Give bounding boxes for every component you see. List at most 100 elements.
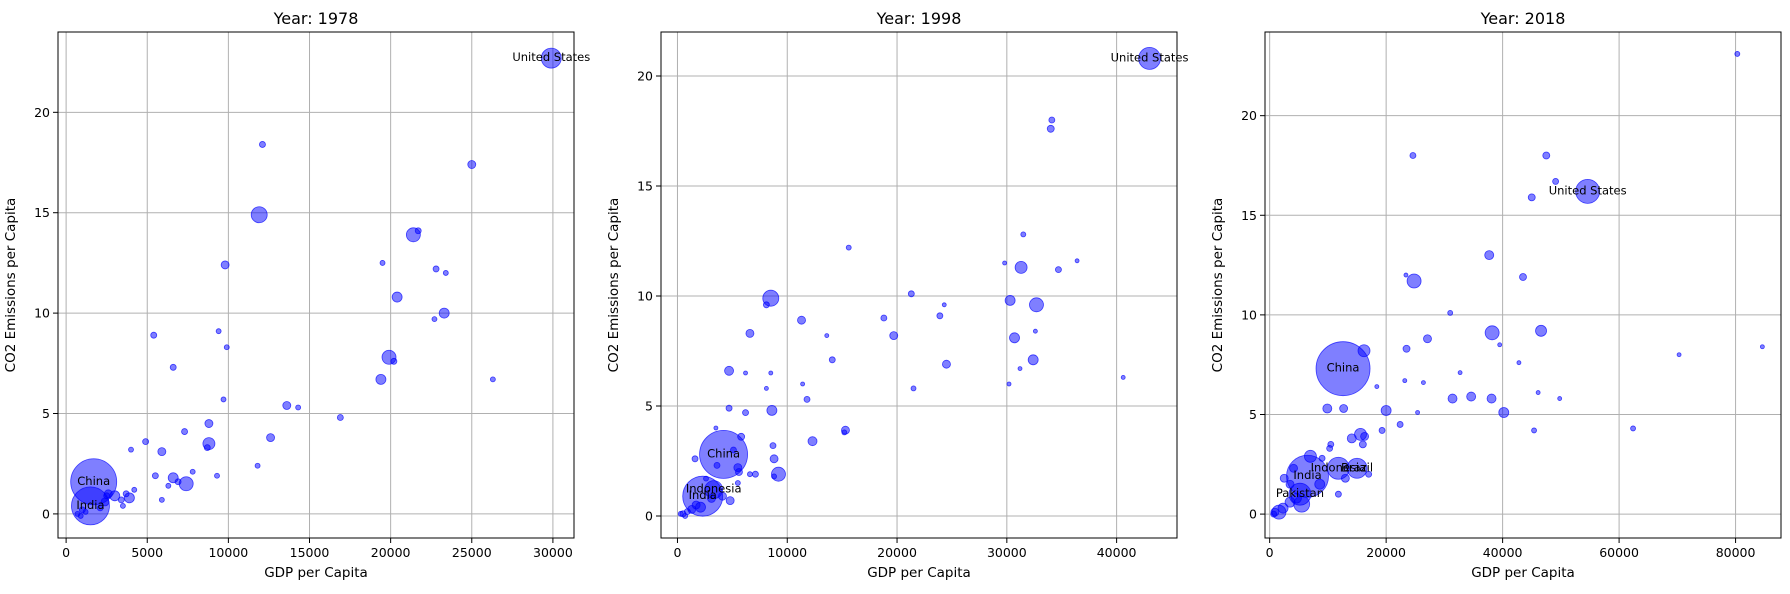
data-point <box>150 331 158 339</box>
country-label: India <box>689 488 717 502</box>
data-point <box>467 160 477 169</box>
data-point <box>1315 341 1371 397</box>
plot-frame <box>660 31 1178 539</box>
country-label: Pakistan <box>1276 486 1324 500</box>
data-point <box>807 436 818 447</box>
data-point <box>1423 334 1432 344</box>
data-point <box>803 395 811 403</box>
data-point <box>737 432 746 441</box>
data-point <box>1029 297 1044 313</box>
y-tick-label: 0 <box>42 506 50 521</box>
subplot-title: Year: 2018 <box>1480 9 1566 28</box>
data-point <box>266 433 275 443</box>
data-point <box>1046 124 1055 133</box>
data-point <box>1358 440 1367 449</box>
x-tick-label: 40000 <box>1483 545 1523 560</box>
data-point <box>769 454 779 464</box>
data-point <box>1120 374 1126 380</box>
data-point <box>725 496 735 506</box>
data-point <box>1002 260 1008 266</box>
x-tick-label: 40000 <box>1097 545 1137 560</box>
y-tick-label: 10 <box>34 306 50 321</box>
data-point <box>1334 490 1342 498</box>
x-tick-label: 0 <box>673 545 681 560</box>
data-point <box>1531 427 1537 434</box>
x-tick-label: 20000 <box>1366 545 1406 560</box>
y-tick-label: 20 <box>1241 108 1257 123</box>
data-point <box>1346 433 1357 444</box>
data-point <box>1542 151 1551 160</box>
data-point <box>375 373 387 385</box>
data-point <box>1014 260 1028 274</box>
data-point <box>157 447 167 457</box>
country-label: China <box>707 446 740 460</box>
plot-frame <box>57 31 575 539</box>
data-point <box>1421 380 1426 386</box>
data-point <box>841 429 848 436</box>
data-point <box>204 419 214 428</box>
data-point <box>768 370 774 376</box>
y-axis-label: CO2 Emissions per Capita <box>3 198 19 373</box>
data-point <box>718 491 727 501</box>
data-point <box>707 493 716 503</box>
data-point <box>1557 396 1563 401</box>
data-point <box>1340 473 1350 483</box>
data-point <box>713 425 719 431</box>
data-point <box>432 265 440 273</box>
data-point <box>1447 393 1458 404</box>
data-point <box>1322 403 1333 414</box>
data-point <box>169 363 177 371</box>
data-point <box>936 312 944 320</box>
data-point <box>142 438 150 446</box>
data-point <box>220 396 227 403</box>
data-point <box>742 409 749 417</box>
data-point <box>880 314 888 322</box>
data-point <box>379 260 386 266</box>
data-point <box>1346 457 1368 479</box>
data-point <box>824 333 830 339</box>
data-point <box>336 414 344 421</box>
data-point <box>1020 231 1027 238</box>
data-point <box>165 482 172 489</box>
data-point <box>1055 266 1062 274</box>
x-tick-label: 15000 <box>290 545 330 560</box>
data-point <box>82 508 89 515</box>
data-point <box>735 468 743 476</box>
data-point <box>1402 378 1408 384</box>
data-point <box>158 496 165 503</box>
subplot-title: Year: 1978 <box>273 9 359 28</box>
data-point <box>77 513 84 519</box>
x-tick-label: 30000 <box>987 545 1027 560</box>
x-tick-label: 0 <box>1266 545 1274 560</box>
data-point <box>1484 325 1500 341</box>
data-point <box>1527 193 1536 202</box>
data-point <box>1360 432 1369 441</box>
data-point <box>220 260 230 270</box>
data-point <box>1535 390 1541 395</box>
data-point <box>769 442 777 450</box>
data-point <box>390 357 398 365</box>
y-axis-label: CO2 Emissions per Capita <box>1210 198 1226 373</box>
y-tick-label: 5 <box>42 406 50 421</box>
data-point <box>797 315 806 325</box>
data-point <box>1006 381 1012 387</box>
data-point <box>942 359 951 369</box>
x-tick-label: 25000 <box>452 545 492 560</box>
data-point <box>1326 444 1334 452</box>
data-point <box>845 244 852 251</box>
data-point <box>1017 366 1023 372</box>
x-tick-label: 60000 <box>1599 545 1639 560</box>
country-label: China <box>1327 361 1360 375</box>
data-point <box>103 492 111 500</box>
x-tick-label: 80000 <box>1716 545 1756 560</box>
subplot-1: United States China India 0 5000 10000 15000 20… <box>3 9 590 581</box>
country-label: Indonesia <box>686 482 742 496</box>
data-point <box>766 404 778 416</box>
data-point <box>1409 152 1417 159</box>
data-point <box>259 141 266 148</box>
data-point <box>1289 463 1298 473</box>
data-point <box>189 468 196 475</box>
x-axis-label: GDP per Capita <box>264 565 368 581</box>
data-point <box>442 270 449 276</box>
